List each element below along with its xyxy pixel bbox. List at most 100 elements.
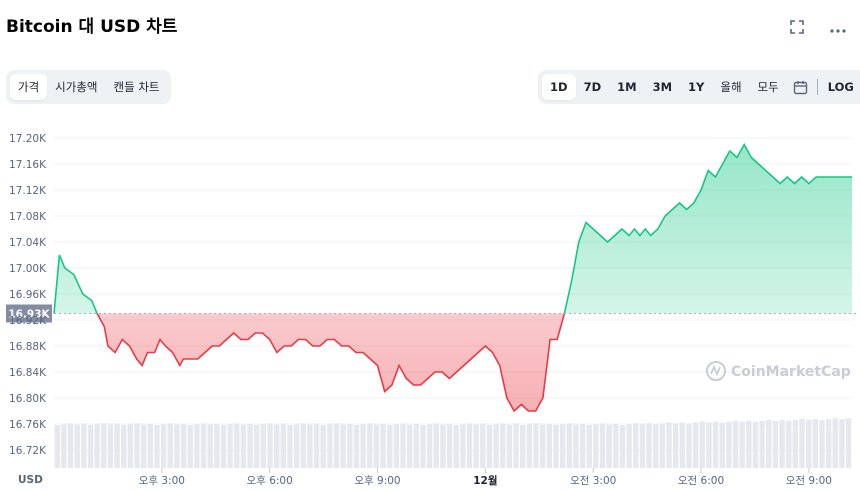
- volume-bar: [460, 424, 466, 468]
- tab-1y[interactable]: 1Y: [688, 80, 705, 94]
- volume-bar: [367, 423, 373, 468]
- x-tick-label: 오후 6:00: [247, 475, 293, 487]
- tab-price[interactable]: 가격: [10, 74, 48, 100]
- volume-bar: [400, 423, 406, 468]
- volume-bar: [606, 424, 612, 468]
- x-tick-label: 오전 3:00: [570, 475, 616, 487]
- tab-all[interactable]: 모두: [757, 80, 779, 94]
- x-tick-label: 오전 6:00: [678, 475, 724, 487]
- volume-bar: [480, 423, 486, 468]
- tab-ytd[interactable]: 올해: [720, 80, 742, 94]
- divider: [816, 79, 818, 95]
- volume-bar: [639, 424, 646, 468]
- volume-bar: [174, 424, 180, 468]
- volume-bar: [107, 424, 114, 468]
- volume-bar: [719, 422, 725, 468]
- more-icon[interactable]: [830, 22, 846, 36]
- volume-bar: [679, 422, 686, 468]
- volume-bar: [420, 425, 426, 468]
- volume-bar: [260, 424, 267, 468]
- volume-bar: [267, 423, 273, 468]
- volume-bar: [340, 424, 346, 468]
- volume-bar: [114, 423, 120, 468]
- tab-7d[interactable]: 7D: [583, 80, 602, 94]
- volume-bar: [413, 423, 420, 468]
- volume-bar: [353, 425, 360, 468]
- volume-bar: [672, 423, 679, 468]
- volume-bar: [67, 423, 74, 468]
- volume-bar: [686, 423, 692, 468]
- volume-bar: [766, 419, 772, 468]
- volume-bar: [825, 419, 832, 468]
- volume-bar: [832, 418, 838, 468]
- volume-bar: [293, 424, 300, 468]
- volume-bar: [706, 422, 712, 468]
- tab-1d[interactable]: 1D: [542, 74, 576, 100]
- y-tick-label: 16.88K: [9, 341, 47, 353]
- volume-bar: [327, 424, 333, 468]
- price-line-up: [53, 142, 852, 314]
- volume-bar: [207, 424, 213, 468]
- volume-bar: [234, 423, 240, 468]
- volume-bar: [313, 423, 320, 468]
- volume-bar: [513, 423, 519, 468]
- y-tick-label: 17.16K: [9, 159, 47, 171]
- y-tick-label: 16.80K: [9, 393, 47, 405]
- volume-bar: [127, 424, 134, 468]
- volume-bar: [167, 423, 173, 468]
- volume-bar: [845, 418, 852, 468]
- volume-bar: [227, 424, 233, 468]
- volume-bar: [779, 419, 785, 468]
- chart-title: Bitcoin 대 USD 차트: [6, 17, 178, 37]
- y-tick-label: 17.20K: [9, 133, 47, 145]
- tab-3m[interactable]: 3M: [652, 80, 673, 94]
- volume-bar: [613, 423, 619, 468]
- volume-bar: [307, 424, 313, 468]
- volume-bar: [140, 424, 147, 468]
- volume-bar: [154, 425, 160, 468]
- baseline: 16.93K: [6, 304, 856, 323]
- tab-candle-chart[interactable]: 캔들 차트: [113, 80, 160, 94]
- tab-1m[interactable]: 1M: [617, 80, 637, 94]
- volume-bar: [160, 424, 167, 468]
- volume-bar: [500, 423, 506, 468]
- volume-bar: [799, 418, 805, 468]
- volume-bar: [812, 419, 819, 468]
- currency-label: USD: [18, 474, 43, 486]
- volume-bar: [539, 424, 546, 468]
- x-axis: 오후 3:00 오후 6:00 오후 9:00 12월 오전 3:00 오전 6:00 오전…: [139, 468, 832, 487]
- x-tick-label: 오후 3:00: [139, 475, 185, 487]
- volume-bar: [692, 422, 699, 468]
- x-tick-label: 오전 9:00: [786, 475, 832, 487]
- calendar-icon[interactable]: [787, 74, 815, 100]
- volume-bar: [220, 425, 227, 468]
- volume-bar: [759, 420, 765, 468]
- volume-bar: [520, 425, 526, 468]
- volume-bar: [699, 421, 705, 468]
- volume-bar: [626, 424, 632, 468]
- tab-market-cap[interactable]: 시가총액: [55, 80, 98, 94]
- volume-bar: [347, 423, 353, 468]
- volume-bar: [81, 423, 87, 468]
- volume-bar: [646, 423, 652, 468]
- y-axis: 17.20K 17.16K 17.12K 17.08K 17.04K 17.00K 16.9…: [9, 133, 47, 457]
- watermark: CoinMarketCap: [706, 361, 851, 381]
- volume-bar: [187, 425, 193, 468]
- volume-bar: [659, 423, 666, 468]
- watermark-text: CoinMarketCap: [731, 364, 851, 380]
- volume-bar: [453, 425, 459, 468]
- volume-bar: [566, 423, 572, 468]
- volume-bar: [792, 419, 799, 468]
- log-toggle[interactable]: LOG: [827, 80, 854, 94]
- volume-bar: [712, 421, 719, 468]
- volume-bar: [147, 423, 154, 468]
- volume-bar: [526, 424, 533, 468]
- volume-bar: [94, 424, 100, 468]
- volume-bar: [280, 423, 287, 468]
- y-tick-label: 16.84K: [9, 367, 47, 379]
- volume-bar: [493, 424, 499, 468]
- area-above-baseline: [54, 144, 852, 314]
- fullscreen-icon[interactable]: [790, 20, 804, 37]
- volume-bar: [486, 425, 493, 468]
